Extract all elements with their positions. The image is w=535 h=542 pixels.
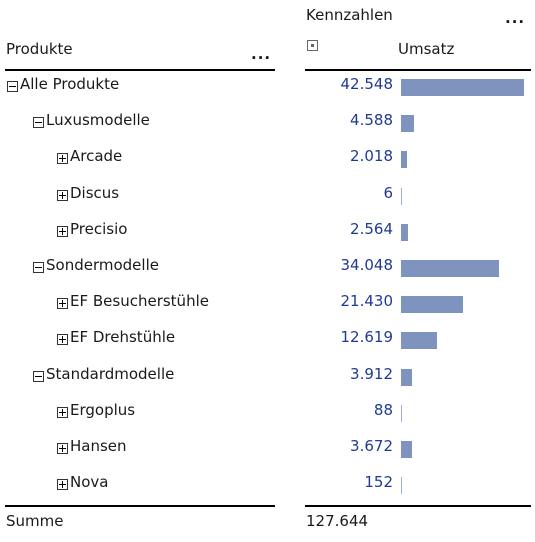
summary-value: 127.644	[306, 512, 369, 530]
umsatz-column-header[interactable]: Umsatz	[398, 40, 455, 58]
summary-divider-values	[305, 505, 531, 507]
row-label: EF Besucherstühle	[70, 292, 209, 311]
expand-icon[interactable]	[57, 479, 68, 491]
row-label: Precisio	[70, 219, 128, 238]
tree-row[interactable]: Standardmodelle 3.912	[0, 363, 535, 399]
row-label: Nova	[70, 473, 109, 492]
row-label: Hansen	[70, 437, 127, 455]
row-value: 6	[383, 183, 393, 202]
tree-row[interactable]: Luxusmodelle 4.588	[0, 109, 535, 145]
row-label: Ergoplus	[70, 400, 136, 419]
row-value: 21.430	[340, 292, 394, 311]
row-value: 2.564	[350, 219, 393, 238]
expand-icon[interactable]	[57, 298, 68, 310]
row-label: Alle Produkte	[20, 75, 120, 93]
value-bar	[401, 404, 402, 422]
collapse-icon[interactable]	[33, 370, 44, 382]
expand-icon[interactable]	[57, 189, 68, 201]
value-bar	[401, 151, 407, 169]
kennzahlen-header: Kennzahlen	[306, 6, 393, 24]
row-value: 3.912	[350, 364, 393, 383]
produkte-header: Produkte	[6, 40, 73, 58]
expand-icon[interactable]	[57, 225, 68, 237]
row-value: 34.048	[340, 256, 394, 274]
tree-row[interactable]: EF Besucherstühle 21.430	[0, 290, 535, 326]
expand-icon[interactable]	[57, 334, 68, 346]
summary-divider-products	[5, 505, 275, 507]
row-label: Discus	[70, 183, 120, 202]
value-bar	[401, 368, 412, 386]
row-label: EF Drehstühle	[70, 328, 176, 347]
row-value: 42.548	[340, 75, 394, 93]
tree-row[interactable]: Sondermodelle 34.048	[0, 254, 535, 290]
tree-row[interactable]: Nova 152	[0, 471, 535, 507]
row-label: Luxusmodelle	[46, 111, 150, 130]
header-divider-products	[5, 69, 275, 71]
row-value: 88	[373, 400, 393, 419]
value-bar	[401, 441, 412, 458]
tree-row[interactable]: Discus 6	[0, 182, 535, 218]
measure-collapse-icon[interactable]	[307, 40, 318, 51]
expand-icon[interactable]	[57, 443, 68, 454]
tree-row[interactable]: Hansen 3.672	[0, 435, 535, 471]
value-bar	[401, 79, 524, 96]
collapse-icon[interactable]	[33, 262, 44, 273]
expand-icon[interactable]	[57, 153, 68, 165]
expand-icon[interactable]	[57, 406, 68, 418]
row-value: 12.619	[340, 328, 394, 347]
value-bar	[401, 223, 408, 241]
row-label: Sondermodelle	[46, 256, 159, 274]
tree-row[interactable]: Precisio 2.564	[0, 218, 535, 254]
tree-row[interactable]: Alle Produkte 42.548	[0, 73, 535, 109]
row-value: 2.018	[350, 147, 393, 166]
value-bar	[401, 187, 402, 205]
row-value: 152	[364, 473, 393, 492]
tree-row[interactable]: EF Drehstühle 12.619	[0, 326, 535, 362]
header-divider-values	[305, 69, 531, 71]
value-bar	[401, 260, 499, 277]
value-bar	[401, 477, 402, 495]
kennzahlen-menu-button[interactable]: ...	[505, 9, 526, 27]
row-label: Arcade	[70, 147, 123, 166]
value-bar	[401, 115, 414, 133]
row-value: 3.672	[350, 437, 393, 455]
row-label: Standardmodelle	[46, 364, 175, 383]
tree-row[interactable]: Arcade 2.018	[0, 145, 535, 181]
summary-label: Summe	[6, 512, 64, 530]
value-bar	[401, 296, 463, 314]
row-value: 4.588	[350, 111, 393, 130]
collapse-icon[interactable]	[7, 81, 18, 92]
tree-row[interactable]: Ergoplus 88	[0, 399, 535, 435]
produkte-menu-button[interactable]: ...	[251, 45, 272, 63]
value-bar	[401, 332, 437, 350]
collapse-icon[interactable]	[33, 117, 44, 129]
